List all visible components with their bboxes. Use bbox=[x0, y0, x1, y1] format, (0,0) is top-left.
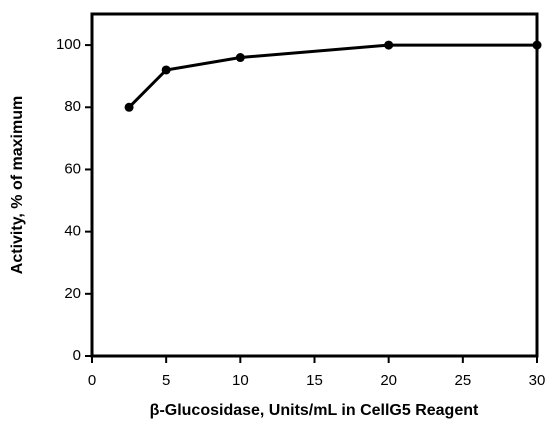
x-tick-label: 15 bbox=[306, 372, 323, 389]
x-tick-label: 30 bbox=[529, 372, 546, 389]
x-tick-label: 0 bbox=[88, 372, 96, 389]
y-tick-label: 40 bbox=[64, 223, 81, 240]
y-tick-label: 60 bbox=[64, 160, 81, 177]
data-point bbox=[124, 102, 134, 112]
x-axis-title: β-Glucosidase, Units/mL in CellG5 Reagen… bbox=[150, 402, 479, 419]
x-tick-label: 10 bbox=[232, 372, 249, 389]
data-point bbox=[235, 53, 245, 63]
data-point bbox=[532, 40, 542, 50]
y-tick-label: 20 bbox=[64, 285, 81, 302]
y-tick-label: 80 bbox=[64, 98, 81, 115]
y-tick-label: 0 bbox=[73, 347, 81, 364]
data-line bbox=[128, 43, 537, 109]
y-axis-title: Activity, % of maximum bbox=[9, 96, 26, 274]
x-tick-label: 25 bbox=[454, 372, 471, 389]
x-tick-label: 5 bbox=[162, 372, 170, 389]
data-point bbox=[161, 65, 171, 75]
data-point bbox=[384, 40, 394, 50]
plot-frame bbox=[90, 12, 539, 358]
x-tick-label: 20 bbox=[380, 372, 397, 389]
y-tick-label: 100 bbox=[56, 36, 81, 53]
